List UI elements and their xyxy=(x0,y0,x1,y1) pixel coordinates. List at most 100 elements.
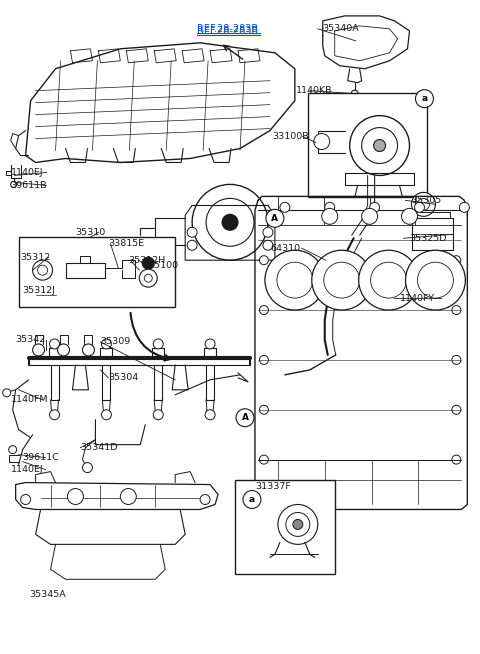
Text: a: a xyxy=(249,495,255,504)
Circle shape xyxy=(324,262,360,298)
Circle shape xyxy=(351,90,358,97)
Text: 35312: 35312 xyxy=(21,252,51,262)
Circle shape xyxy=(263,240,273,250)
Circle shape xyxy=(33,260,52,280)
Text: 35304: 35304 xyxy=(108,373,139,383)
Circle shape xyxy=(452,405,461,414)
Circle shape xyxy=(205,410,215,420)
Circle shape xyxy=(236,409,254,426)
Text: A: A xyxy=(271,214,278,223)
Circle shape xyxy=(33,344,45,356)
Circle shape xyxy=(280,202,290,213)
Circle shape xyxy=(101,339,111,349)
Circle shape xyxy=(260,256,268,265)
Circle shape xyxy=(406,250,465,310)
Text: 35345A: 35345A xyxy=(30,590,66,598)
Circle shape xyxy=(418,198,430,211)
Circle shape xyxy=(49,339,60,349)
Circle shape xyxy=(83,462,93,473)
Circle shape xyxy=(49,410,60,420)
Circle shape xyxy=(361,209,378,224)
Circle shape xyxy=(260,305,268,315)
Circle shape xyxy=(293,519,303,529)
Circle shape xyxy=(322,209,338,224)
Circle shape xyxy=(418,262,454,298)
Text: 35342: 35342 xyxy=(16,336,46,345)
Circle shape xyxy=(416,90,433,108)
Circle shape xyxy=(350,116,409,175)
Circle shape xyxy=(58,344,70,356)
Circle shape xyxy=(361,128,397,164)
Text: 35309: 35309 xyxy=(100,337,131,347)
Circle shape xyxy=(120,489,136,504)
Circle shape xyxy=(192,184,268,260)
Text: 33100B: 33100B xyxy=(272,132,309,141)
Text: 35312J: 35312J xyxy=(23,286,56,294)
Circle shape xyxy=(153,339,163,349)
Text: 33815E: 33815E xyxy=(108,239,144,248)
Bar xyxy=(308,93,428,198)
Text: 31337F: 31337F xyxy=(255,482,291,491)
Circle shape xyxy=(278,504,318,544)
Text: REF.28-283B: REF.28-283B xyxy=(197,24,258,34)
Circle shape xyxy=(359,250,419,310)
Circle shape xyxy=(452,355,461,364)
Circle shape xyxy=(263,228,273,237)
Circle shape xyxy=(373,139,385,152)
Bar xyxy=(411,218,454,250)
Circle shape xyxy=(3,389,11,397)
Circle shape xyxy=(286,513,310,536)
Circle shape xyxy=(144,274,152,282)
Text: 64310: 64310 xyxy=(270,244,300,252)
Circle shape xyxy=(68,489,84,504)
Circle shape xyxy=(11,181,17,188)
Circle shape xyxy=(452,305,461,315)
Circle shape xyxy=(411,192,435,216)
Text: 35312H: 35312H xyxy=(128,256,166,265)
Circle shape xyxy=(312,250,372,310)
Circle shape xyxy=(187,240,197,250)
Circle shape xyxy=(266,209,284,228)
Circle shape xyxy=(314,133,330,150)
Circle shape xyxy=(222,215,238,230)
Text: 35100: 35100 xyxy=(148,261,179,269)
Text: 35341D: 35341D xyxy=(81,443,118,452)
Circle shape xyxy=(101,410,111,420)
Circle shape xyxy=(187,228,197,237)
Circle shape xyxy=(459,202,469,213)
Circle shape xyxy=(142,257,154,269)
Text: 1140EJ: 1140EJ xyxy=(11,465,43,474)
Text: REF.28-283B: REF.28-283B xyxy=(197,26,258,36)
Circle shape xyxy=(200,494,210,504)
Circle shape xyxy=(325,202,335,213)
Bar xyxy=(235,479,335,574)
Text: 39611C: 39611C xyxy=(23,453,60,462)
Text: A: A xyxy=(241,413,249,422)
Circle shape xyxy=(452,455,461,464)
Circle shape xyxy=(139,269,157,287)
Text: 39611B: 39611B xyxy=(11,181,47,190)
Circle shape xyxy=(265,250,325,310)
Text: 1140KB: 1140KB xyxy=(296,86,332,95)
Text: 1140FY: 1140FY xyxy=(399,294,435,303)
Circle shape xyxy=(9,445,17,454)
Circle shape xyxy=(153,410,163,420)
Circle shape xyxy=(83,344,95,356)
Circle shape xyxy=(415,202,424,213)
Circle shape xyxy=(260,455,268,464)
Text: 1140FM: 1140FM xyxy=(11,395,48,404)
Text: 35305: 35305 xyxy=(411,196,442,205)
Circle shape xyxy=(370,202,380,213)
Text: 1140EJ: 1140EJ xyxy=(11,168,43,177)
Circle shape xyxy=(402,209,418,224)
Circle shape xyxy=(206,198,254,247)
Text: 35310: 35310 xyxy=(75,228,106,237)
Circle shape xyxy=(452,256,461,265)
Text: 35340A: 35340A xyxy=(322,24,359,33)
Circle shape xyxy=(260,405,268,414)
Circle shape xyxy=(37,265,48,275)
Text: 35325D: 35325D xyxy=(409,233,447,243)
Circle shape xyxy=(442,292,454,304)
Text: a: a xyxy=(421,94,428,103)
Circle shape xyxy=(260,355,268,364)
